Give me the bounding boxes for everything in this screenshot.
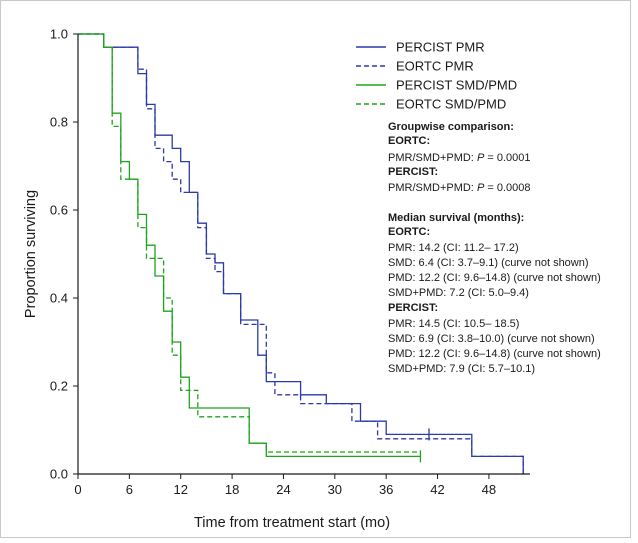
percist-p-symbol: P (477, 182, 485, 194)
km-curve-eortc-smd-pmd (78, 33, 421, 453)
legend-label: PERCIST SMD/PMD (396, 78, 517, 93)
x-tick-label: 30 (328, 482, 342, 497)
x-axis-title: Time from treatment start (mo) (194, 515, 390, 531)
y-axis-ticks: 0.0 0.2 0.4 0.6 0.8 1.0 (50, 27, 78, 482)
km-curve-percist-pmr (78, 33, 524, 474)
eortc-median-line: SMD: 6.4 (CI: 3.7–9.1) (curve not shown) (388, 257, 589, 269)
eortc-comparison-prefix: PMR/SMD+PMD: (388, 152, 477, 164)
legend-label: PERCIST PMR (396, 40, 485, 55)
legend: PERCIST PMR EORTC PMR PERCIST SMD/PMD EORTC… (356, 40, 517, 112)
eortc-p-symbol: P (477, 152, 485, 164)
x-tick-label: 12 (173, 482, 187, 497)
y-tick-label: 0.8 (50, 115, 68, 130)
percist-comparison-prefix: PMR/SMD+PMD: (388, 182, 477, 194)
legend-label: EORTC SMD/PMD (396, 97, 506, 112)
km-curve-eortc-pmr (78, 33, 524, 474)
x-tick-label: 24 (276, 482, 290, 497)
x-tick-label: 0 (74, 482, 81, 497)
x-tick-label: 36 (379, 482, 393, 497)
y-tick-label: 0.0 (50, 467, 68, 482)
eortc-median-line: SMD+PMD: 7.2 (CI: 5.0–9.4) (388, 287, 529, 299)
median-survival-heading: Median survival (months): (388, 212, 524, 224)
x-tick-label: 6 (126, 482, 133, 497)
y-tick-label: 1.0 (50, 27, 68, 42)
median-eortc-heading: EORTC: (388, 226, 430, 238)
figure-border (0, 0, 631, 538)
eortc-p-value: = 0.0001 (484, 152, 530, 164)
legend-label: EORTC PMR (396, 59, 474, 74)
plot-area: 0 6 12 18 24 30 36 42 48 0.0 0.2 0.4 0.6 0.8 1.0 (50, 27, 530, 497)
x-tick-label: 42 (430, 482, 444, 497)
eortc-median-line: PMR: 14.2 (CI: 11.2– 17.2) (388, 242, 519, 254)
x-tick-label: 18 (225, 482, 239, 497)
series-layer (78, 33, 524, 474)
y-tick-label: 0.4 (50, 291, 68, 306)
percist-comparison-line: PMR/SMD+PMD: P = 0.0008 (388, 182, 530, 194)
x-axis-ticks: 0 6 12 18 24 30 36 42 48 (74, 474, 496, 497)
y-tick-label: 0.6 (50, 203, 68, 218)
percist-median-line: SMD: 6.9 (CI: 3.8–10.0) (curve not shown… (388, 333, 595, 345)
percist-p-value: = 0.0008 (484, 182, 530, 194)
x-tick-label: 48 (482, 482, 496, 497)
median-percist-heading: PERCIST: (388, 302, 438, 314)
eortc-comparison-heading: EORTC: (388, 135, 430, 147)
eortc-comparison-line: PMR/SMD+PMD: P = 0.0001 (388, 152, 530, 164)
y-tick-label: 0.2 (50, 379, 68, 394)
percist-median-line: PMD: 12.2 (CI: 9.6–14.8) (curve not show… (388, 348, 601, 360)
annotation-block: Groupwise comparison: EORTC: PMR/SMD+PMD… (388, 121, 601, 375)
percist-median-line: SMD+PMD: 7.9 (CI: 5.7–10.1) (388, 363, 535, 375)
percist-median-line: PMR: 14.5 (CI: 10.5– 18.5) (388, 318, 519, 330)
groupwise-heading: Groupwise comparison: (388, 121, 514, 133)
km-curve-percist-smd-pmd (78, 33, 421, 458)
percist-comparison-heading: PERCIST: (388, 166, 438, 178)
eortc-median-line: PMD: 12.2 (CI: 9.6–14.8) (curve not show… (388, 272, 601, 284)
y-axis-title: Proportion surviving (23, 190, 39, 318)
